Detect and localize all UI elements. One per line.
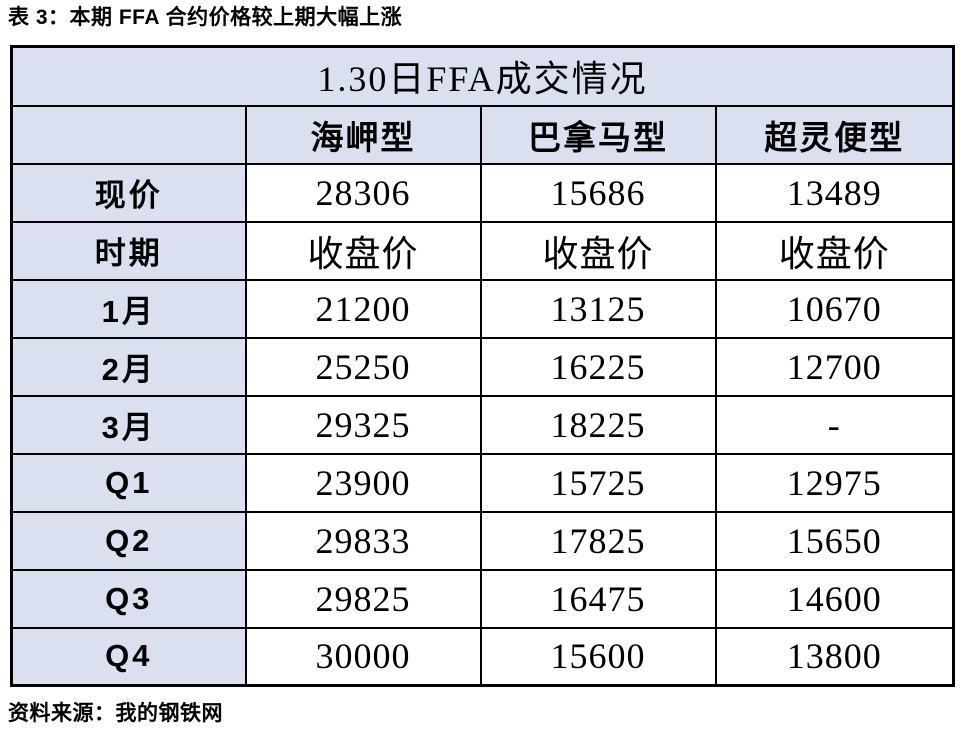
data-cell: 收盘价 [714,220,955,281]
data-cell: 17825 [479,510,717,571]
data-cell: 13800 [714,626,955,687]
row-label: Q4 [10,626,247,687]
data-cell: 15600 [479,626,717,687]
data-cell: - [714,394,955,455]
data-cell: 14600 [714,568,955,629]
col-header-panamax: 巴拿马型 [479,104,717,165]
data-cell: 13489 [714,162,955,223]
col-header-supramax: 超灵便型 [714,104,955,165]
col-header-empty [10,104,247,165]
data-cell: 28306 [244,162,482,223]
page-title: 表 3：本期 FFA 合约价格较上期大幅上涨 [8,6,403,29]
data-cell: 16225 [479,336,717,397]
row-label: 1月 [10,278,247,339]
data-cell: 29833 [244,510,482,571]
data-cell: 13125 [479,278,717,339]
row-label: 时期 [10,220,247,281]
data-cell: 25250 [244,336,482,397]
row-label: 2月 [10,336,247,397]
row-label: 3月 [10,394,247,455]
table-row-mar: 3月 29325 18225 - [10,394,955,455]
table-banner-row: 1.30日FFA成交情况 [10,45,955,107]
row-label: Q3 [10,568,247,629]
ffa-price-table: 1.30日FFA成交情况 海岬型 巴拿马型 超灵便型 现价 28306 1568… [10,45,955,687]
row-label: Q1 [10,452,247,513]
table-row-jan: 1月 21200 13125 10670 [10,278,955,339]
table-row-feb: 2月 25250 16225 12700 [10,336,955,397]
table-row-q2: Q2 29833 17825 15650 [10,510,955,571]
table-row-q4: Q4 30000 15600 13800 [10,626,955,687]
table-row-spot-price: 现价 28306 15686 13489 [10,162,955,223]
data-cell: 30000 [244,626,482,687]
data-cell: 16475 [479,568,717,629]
data-cell: 15686 [479,162,717,223]
data-cell: 29325 [244,394,482,455]
data-cell: 12700 [714,336,955,397]
data-cell: 12975 [714,452,955,513]
table-banner-cell: 1.30日FFA成交情况 [10,45,955,107]
row-label: Q2 [10,510,247,571]
data-cell: 15725 [479,452,717,513]
data-cell: 29825 [244,568,482,629]
row-label: 现价 [10,162,247,223]
table-row-q1: Q1 23900 15725 12975 [10,452,955,513]
table-row-period: 时期 收盘价 收盘价 收盘价 [10,220,955,281]
data-source-note: 资料来源：我的钢铁网 [8,702,223,725]
col-header-capesize: 海岬型 [244,104,482,165]
data-cell: 21200 [244,278,482,339]
column-header-row: 海岬型 巴拿马型 超灵便型 [10,104,955,165]
data-cell: 23900 [244,452,482,513]
data-cell: 15650 [714,510,955,571]
data-cell: 收盘价 [479,220,717,281]
data-cell: 收盘价 [244,220,482,281]
table-row-q3: Q3 29825 16475 14600 [10,568,955,629]
data-cell: 18225 [479,394,717,455]
data-cell: 10670 [714,278,955,339]
